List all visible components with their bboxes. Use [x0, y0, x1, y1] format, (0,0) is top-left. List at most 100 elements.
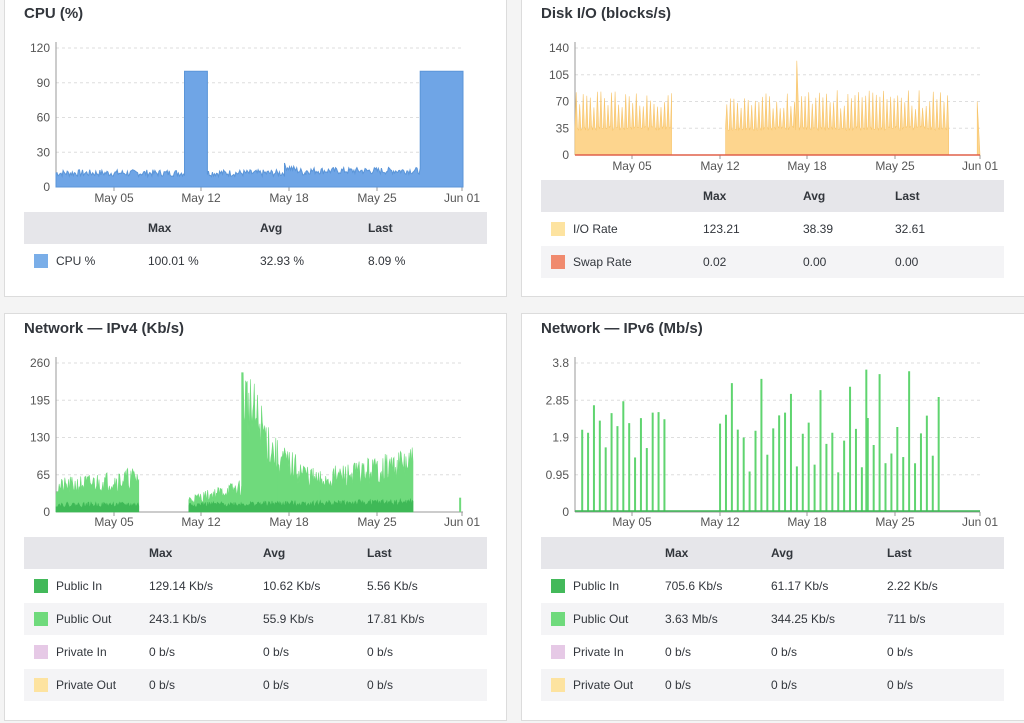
last-value: 711 b/s — [887, 602, 1004, 636]
y-tick-label: 0 — [43, 180, 50, 194]
series-cell: Private In — [541, 635, 665, 669]
last-value: 0 b/s — [887, 635, 1004, 669]
series-swatch — [551, 678, 565, 693]
x-tick-label: May 05 — [94, 515, 134, 529]
legend-row: Private Out 0 b/s 0 b/s 0 b/s — [541, 668, 1004, 701]
x-tick-label: May 18 — [269, 515, 309, 529]
x-tick-label: May 12 — [181, 191, 221, 205]
col-last: Last — [368, 212, 487, 245]
x-tick-label: Jun 01 — [444, 515, 480, 529]
legend-row: Public In 705.6 Kb/s 61.17 Kb/s 2.22 Kb/s — [541, 569, 1004, 603]
series-swatch — [34, 678, 48, 693]
last-value: 8.09 % — [368, 244, 487, 277]
series-area-public-out — [319, 447, 414, 513]
x-tick-label: May 12 — [700, 159, 740, 173]
avg-value: 10.62 Kb/s — [263, 569, 367, 603]
max-value: 123.21 — [703, 212, 803, 246]
network-ipv4-chart: 0 65 130 195 260 May 05 May 12 May 18 May 25 Jun … — [30, 356, 480, 529]
panel-title: Network — IPv4 (Kb/s) — [24, 320, 185, 337]
col-avg: Avg — [260, 212, 368, 245]
series-swatch — [34, 612, 48, 627]
legend-row: Public Out 3.63 Mb/s 344.25 Kb/s 711 b/s — [541, 602, 1004, 636]
x-tick-label: May 25 — [357, 515, 397, 529]
last-value: 0.00 — [895, 245, 1004, 278]
series-area-public-out — [55, 467, 140, 513]
y-tick-label: 105 — [549, 68, 569, 82]
series-name: Swap Rate — [573, 254, 632, 269]
max-value: 0 b/s — [665, 635, 771, 669]
col-max: Max — [148, 212, 260, 245]
series-area-public-in — [55, 501, 140, 513]
series-cell: Swap Rate — [541, 245, 703, 278]
series-swatch — [34, 645, 48, 660]
series-name: Private Out — [56, 677, 117, 692]
series-area-public-out — [241, 372, 278, 513]
series-swatch — [551, 579, 565, 594]
x-tick-label: May 12 — [700, 515, 740, 529]
max-value: 0 b/s — [665, 668, 771, 701]
x-tick-label: Jun 01 — [962, 515, 998, 529]
y-tick-label: 260 — [30, 356, 50, 370]
series-name: Private In — [56, 644, 107, 659]
legend-row: Swap Rate 0.02 0.00 0.00 — [541, 245, 1004, 278]
y-tick-label: 35 — [556, 121, 570, 135]
y-tick-label: 3.8 — [552, 356, 569, 370]
col-last: Last — [367, 537, 487, 570]
col-last: Last — [887, 537, 1004, 570]
series-swatch — [34, 579, 48, 594]
max-value: 0 b/s — [149, 635, 263, 669]
y-tick-label: 60 — [37, 111, 51, 125]
series-cell: Public In — [541, 569, 665, 603]
y-tick-label: 0 — [562, 148, 569, 162]
series-cell: Public Out — [24, 602, 149, 636]
y-tick-label: 0 — [562, 505, 569, 519]
avg-value: 0 b/s — [263, 668, 367, 701]
x-tick-label: Jun 01 — [962, 159, 998, 173]
series-name: Public In — [573, 578, 620, 593]
max-value: 100.01 % — [148, 244, 260, 277]
last-value: 17.81 Kb/s — [367, 602, 487, 636]
avg-value: 0.00 — [803, 245, 895, 278]
avg-value: 38.39 — [803, 212, 895, 246]
series-area-cpu — [55, 70, 464, 188]
y-tick-label: 120 — [30, 41, 50, 55]
max-value: 3.63 Mb/s — [665, 602, 771, 636]
avg-value: 0 b/s — [771, 668, 887, 701]
x-tick-label: May 18 — [787, 159, 827, 173]
series-cell: Public Out — [541, 602, 665, 636]
col-avg: Avg — [263, 537, 367, 570]
col-avg: Avg — [803, 180, 895, 213]
series-area-io-rate — [574, 91, 672, 156]
x-tick-label: May 25 — [357, 191, 397, 205]
x-tick-label: May 18 — [269, 191, 309, 205]
avg-value: 61.17 Kb/s — [771, 569, 887, 603]
series-swatch — [551, 645, 565, 660]
disk-io-legend-table: Max Avg Last I/O Rate 123.21 38.39 32.61 Swa… — [541, 180, 1004, 278]
avg-value: 32.93 % — [260, 244, 368, 277]
last-value: 0 b/s — [367, 668, 487, 701]
y-tick-label: 0 — [43, 505, 50, 519]
x-tick-label: May 12 — [181, 515, 221, 529]
series-name: CPU % — [56, 253, 96, 268]
panel-title: CPU (%) — [24, 5, 84, 22]
y-tick-label: 0.95 — [546, 468, 570, 482]
avg-value: 0 b/s — [771, 635, 887, 669]
series-name: Public Out — [573, 611, 629, 626]
x-tick-label: May 18 — [787, 515, 827, 529]
max-value: 243.1 Kb/s — [149, 602, 263, 636]
y-tick-label: 130 — [30, 431, 50, 445]
max-value: 705.6 Kb/s — [665, 569, 771, 603]
avg-value: 55.9 Kb/s — [263, 602, 367, 636]
series-cell: CPU % — [24, 244, 148, 277]
avg-value: 344.25 Kb/s — [771, 602, 887, 636]
y-tick-label: 1.9 — [552, 431, 569, 445]
col-max: Max — [149, 537, 263, 570]
network-ipv4-legend-table: Max Avg Last Public In 129.14 Kb/s 10.62 K… — [24, 537, 487, 701]
y-tick-label: 90 — [37, 76, 51, 90]
max-value: 129.14 Kb/s — [149, 569, 263, 603]
x-tick-label: May 25 — [875, 515, 915, 529]
series-cell: Private In — [24, 635, 149, 669]
col-last: Last — [895, 180, 1004, 213]
last-value: 0 b/s — [887, 668, 1004, 701]
series-swatch — [551, 222, 565, 237]
